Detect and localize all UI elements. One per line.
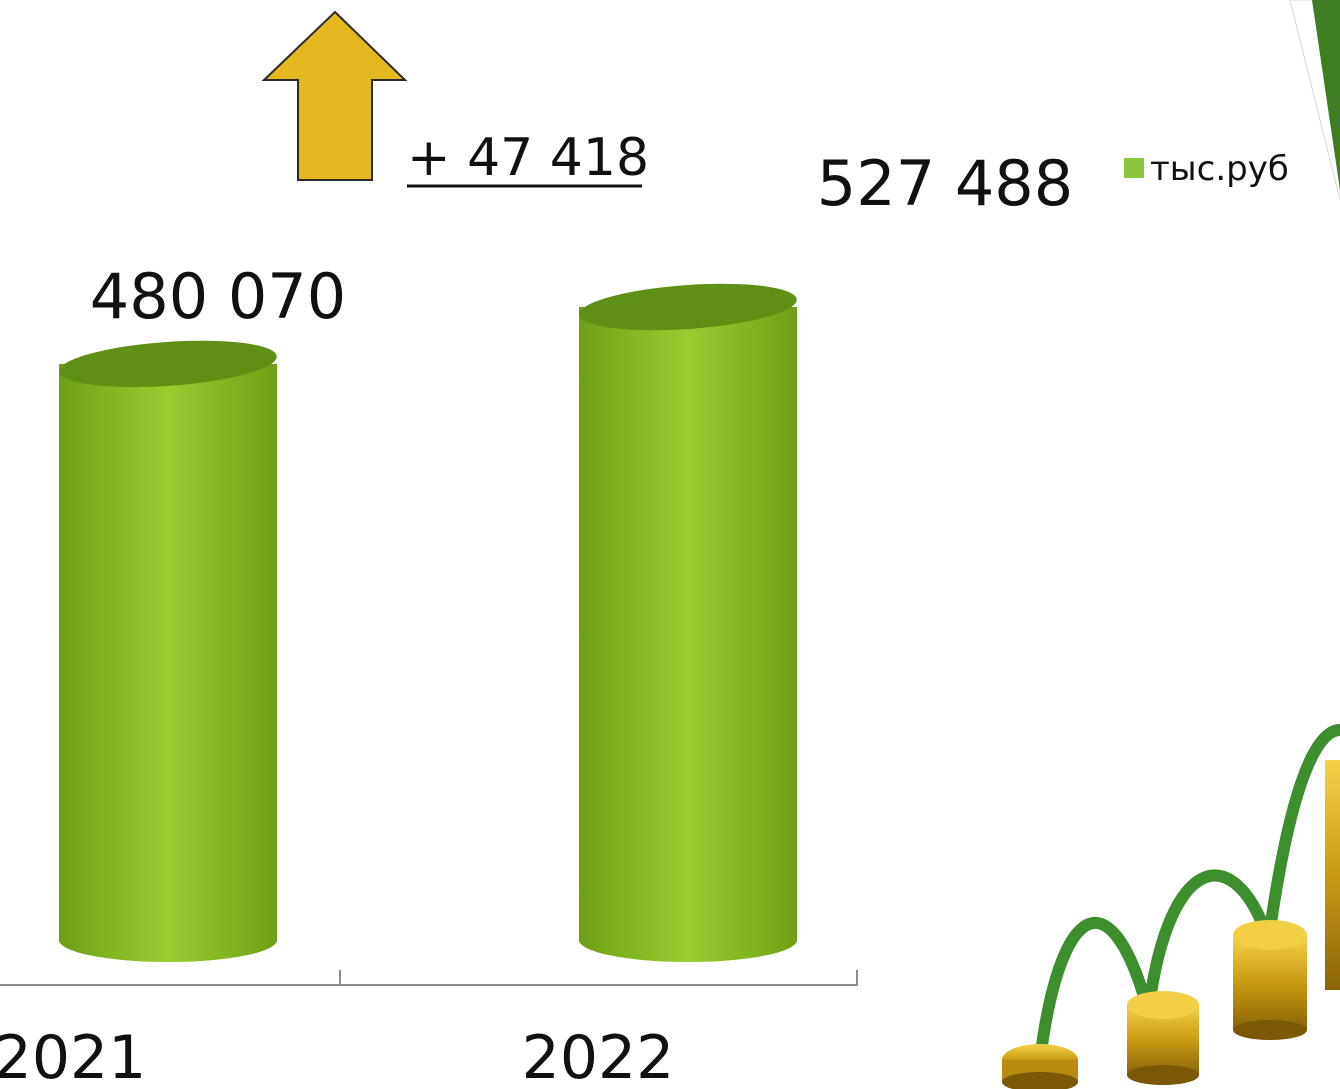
legend-label: тыс.руб — [1150, 149, 1289, 189]
bar — [579, 283, 797, 962]
data-label: 480 070 — [90, 260, 346, 333]
legend-swatch — [1124, 158, 1144, 178]
bars — [59, 283, 797, 962]
difference-label: + 47 418 — [407, 128, 649, 188]
difference-annotation: + 47 418 — [407, 128, 649, 188]
bar — [59, 340, 277, 962]
bar-top — [579, 283, 797, 331]
legend: тыс.руб — [1124, 149, 1289, 189]
x-tick-label: 2022 — [522, 1023, 675, 1089]
x-tick-label: 2021 — [0, 1023, 146, 1089]
green-triangle-corner-icon — [1289, 0, 1340, 201]
bar-body — [59, 363, 277, 962]
up-arrow-icon — [261, 10, 408, 181]
bar-top — [59, 340, 277, 388]
x-axis: 2021 2022 — [0, 970, 858, 1089]
data-label: 527 488 — [817, 147, 1073, 220]
growing-coin-stacks-icon — [1002, 724, 1340, 1089]
bar-body — [579, 307, 797, 962]
